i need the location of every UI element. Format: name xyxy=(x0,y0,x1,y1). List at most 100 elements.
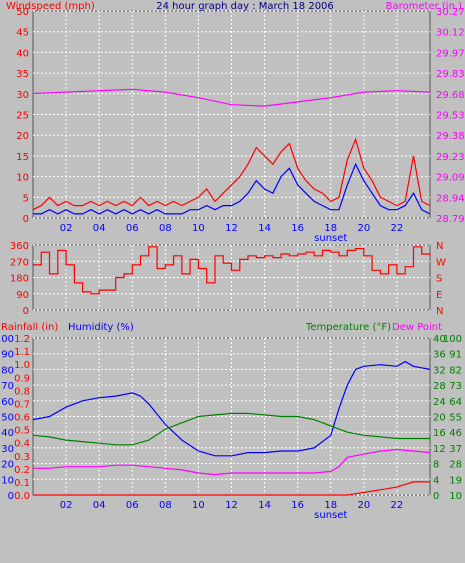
y-tick-left: 20 xyxy=(16,131,29,142)
y-tick-right: N xyxy=(436,306,443,317)
y-tick-right: 28.79 xyxy=(436,214,465,225)
y-tick-rain: 0.8 xyxy=(14,386,30,397)
y-tick-temp: 20 xyxy=(433,413,446,424)
y-tick-humidity: 20 xyxy=(1,460,14,471)
y-tick-right: 29.38 xyxy=(436,131,465,142)
x-tick-label: 12 xyxy=(225,500,238,511)
series-line xyxy=(32,412,430,446)
y-tick-rain: 0.6 xyxy=(14,413,30,424)
y-tick-rain: 0.5 xyxy=(14,426,30,437)
y-tick-right: 29.09 xyxy=(436,173,465,184)
y-tick-dewpoint: 64 xyxy=(449,397,462,408)
x-tick-label: 10 xyxy=(192,500,205,511)
y-tick-left: 45 xyxy=(16,28,29,39)
barometer-axis-label: Barometer (in.) xyxy=(386,1,462,12)
x-tick-label: 14 xyxy=(258,223,271,234)
y-tick-right: N xyxy=(436,241,443,252)
x-tick-label: 02 xyxy=(60,500,73,511)
y-tick-right: 29.53 xyxy=(436,111,465,122)
y-tick-temp: 12 xyxy=(433,444,446,455)
y-tick-dewpoint: 55 xyxy=(449,413,462,424)
y-tick-rain: 0.1 xyxy=(14,478,30,489)
x-tick-label: 20 xyxy=(357,223,370,234)
y-tick-left: 5 xyxy=(23,193,29,204)
y-tick-rain: 1.0 xyxy=(14,360,30,371)
sunset-annotation: sunset xyxy=(314,510,347,521)
y-tick-right: 30.12 xyxy=(436,28,465,39)
y-tick-dewpoint: 91 xyxy=(449,350,462,361)
y-tick-humidity: 70 xyxy=(1,381,14,392)
y-tick-dewpoint: 46 xyxy=(449,428,462,439)
y-tick-left: 360 xyxy=(10,241,29,252)
y-tick-rain: 0.3 xyxy=(14,452,30,463)
x-tick-label: 08 xyxy=(159,223,172,234)
x-tick-label: 08 xyxy=(159,500,172,511)
y-tick-left: 15 xyxy=(16,152,29,163)
y-tick-humidity: 90 xyxy=(1,350,14,361)
y-tick-left: 50 xyxy=(16,7,29,18)
y-tick-humidity: 100 xyxy=(0,334,14,345)
y-tick-right: 29.23 xyxy=(436,152,465,163)
y-tick-rain: 1.1 xyxy=(14,347,30,358)
x-tick-label: 04 xyxy=(93,500,106,511)
y-tick-dewpoint: 19 xyxy=(449,475,462,486)
windspeed-axis-label: Windspeed (mph) xyxy=(6,1,95,12)
y-tick-right: 28.94 xyxy=(436,193,465,204)
x-tick-label: 10 xyxy=(192,223,205,234)
y-tick-rain: 0.2 xyxy=(14,465,30,476)
y-tick-left: 35 xyxy=(16,69,29,80)
y-tick-dewpoint: 73 xyxy=(449,381,462,392)
y-tick-temp: 8 xyxy=(433,460,439,471)
y-tick-temp: 16 xyxy=(433,428,446,439)
chart-title: 24 hour graph day : March 18 2006 xyxy=(156,1,334,12)
y-tick-left: 180 xyxy=(10,274,29,285)
y-tick-temp: 24 xyxy=(433,397,446,408)
series-line xyxy=(33,481,430,496)
dewpoint-axis-label: Dew Point xyxy=(392,322,442,333)
y-tick-dewpoint: 82 xyxy=(449,365,462,376)
y-tick-left: 40 xyxy=(16,48,29,59)
x-tick-label: 20 xyxy=(357,500,370,511)
y-tick-dewpoint: 37 xyxy=(449,444,462,455)
series-line xyxy=(32,360,431,457)
x-tick-label: 16 xyxy=(291,500,304,511)
y-tick-rain: 0.7 xyxy=(14,399,30,410)
plot-area xyxy=(32,337,431,496)
y-tick-temp: 28 xyxy=(433,381,446,392)
y-tick-temp: 0 xyxy=(433,491,439,502)
y-tick-humidity: 40 xyxy=(1,428,14,439)
x-tick-label: 22 xyxy=(391,223,404,234)
y-tick-humidity: 50 xyxy=(1,413,14,424)
temperature-axis-label: Temperature (°F) xyxy=(305,322,391,333)
y-tick-left: 10 xyxy=(16,173,29,184)
y-tick-dewpoint: 28 xyxy=(449,460,462,471)
y-tick-right: 29.68 xyxy=(436,90,465,101)
y-tick-humidity: 0 xyxy=(8,491,14,502)
y-tick-temp: 32 xyxy=(433,365,446,376)
y-tick-humidity: 60 xyxy=(1,397,14,408)
y-tick-temp: 4 xyxy=(433,475,439,486)
y-tick-right: S xyxy=(436,274,442,285)
y-tick-right: E xyxy=(436,290,442,301)
y-tick-left: 0 xyxy=(23,214,29,225)
sunset-annotation: sunset xyxy=(314,233,347,244)
x-tick-label: 04 xyxy=(93,223,106,234)
y-tick-right: 29.83 xyxy=(436,69,465,80)
y-tick-left: 90 xyxy=(16,290,29,301)
y-tick-rain: 0.9 xyxy=(14,373,30,384)
x-tick-label: 14 xyxy=(258,500,271,511)
y-tick-temp: 36 xyxy=(433,350,446,361)
y-tick-humidity: 10 xyxy=(1,475,14,486)
x-tick-label: 16 xyxy=(291,223,304,234)
rainfall-axis-label: Rainfall (in) xyxy=(1,322,58,333)
series-line xyxy=(33,246,431,295)
y-tick-rain: 1.2 xyxy=(14,334,30,345)
y-tick-rain: 0.0 xyxy=(14,491,30,502)
y-tick-humidity: 30 xyxy=(1,444,14,455)
x-tick-label: 18 xyxy=(324,223,337,234)
y-tick-rain: 0.4 xyxy=(14,439,30,450)
y-tick-dewpoint: 100 xyxy=(443,334,462,345)
y-tick-left: 270 xyxy=(10,257,29,268)
y-tick-right: W xyxy=(436,257,446,268)
